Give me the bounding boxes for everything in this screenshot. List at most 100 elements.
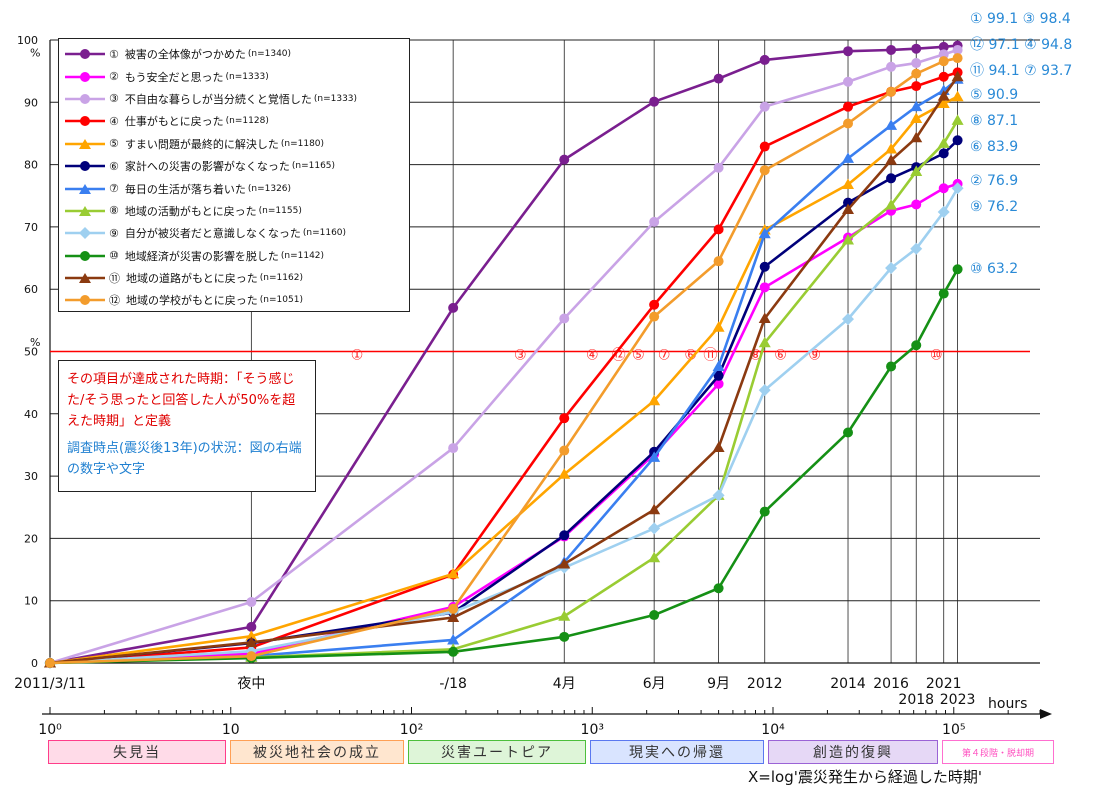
data-point <box>885 262 898 275</box>
log-tick-label: 10 <box>222 722 240 738</box>
x-event-label: 9月 <box>707 676 730 692</box>
data-point <box>713 583 724 594</box>
legend-label: 家計への災害の影響がなくなった <box>124 160 290 174</box>
log-tick-label: 10⁴ <box>761 722 785 738</box>
y-tick-label: 50 <box>24 346 38 359</box>
data-point <box>713 370 724 381</box>
data-point <box>447 567 460 579</box>
data-point <box>758 336 771 348</box>
series-line-5 <box>49 95 959 665</box>
data-point <box>843 427 854 438</box>
x-event-label: 2018 <box>898 692 934 708</box>
legend-swatch <box>65 295 105 306</box>
data-point <box>649 96 660 107</box>
legend-swatch <box>65 227 105 240</box>
legend-item: ⑪ 地域の道路がもとに戻った (n=1162) <box>59 267 409 289</box>
data-point <box>952 53 963 64</box>
data-point <box>885 199 898 210</box>
data-point <box>558 557 571 569</box>
log-axis-arrow <box>1040 709 1052 719</box>
data-point <box>886 173 897 184</box>
threshold-mark: ⑫ <box>612 348 626 364</box>
series-line-9 <box>49 187 959 665</box>
data-point <box>910 242 923 255</box>
data-point <box>559 313 570 324</box>
data-point <box>885 143 898 154</box>
y-tick-label: 10 <box>24 595 38 608</box>
legend-mark: ⑤ <box>109 137 119 151</box>
x-event-label: 夜中 <box>237 676 265 692</box>
data-point <box>910 165 923 176</box>
legend-item: ⑩ 地域経済が災害の影響を脱した (n=1142) <box>59 245 409 267</box>
y-tick-label: 60 <box>24 283 38 296</box>
legend-swatch <box>65 116 105 127</box>
end-value-label: ① 99.1 ③ 98.4 <box>970 11 1071 27</box>
x-event-label: 4月 <box>553 676 576 692</box>
data-point <box>447 611 460 623</box>
data-point <box>842 152 855 163</box>
series-line-12 <box>49 56 958 665</box>
data-point <box>758 312 771 323</box>
data-point <box>648 503 661 515</box>
data-point <box>45 658 55 668</box>
data-point <box>246 621 257 632</box>
phase-5: 創造的復興 <box>768 740 938 764</box>
legend-n: (n=1340) <box>247 49 292 60</box>
end-value-label: ⑥ 83.9 <box>970 139 1018 155</box>
series-line-10 <box>49 268 959 665</box>
data-point <box>886 61 897 72</box>
y-tick-label: 20 <box>24 532 38 545</box>
legend-label: もう安全だと思った <box>124 70 224 84</box>
legend-mark: ⑫ <box>109 294 120 308</box>
legend-mark: ⑥ <box>109 159 119 173</box>
legend-item: ③ 不自由な暮らしが当分続くと覚悟した (n=1333) <box>59 88 409 110</box>
data-point <box>649 610 660 621</box>
data-point <box>911 68 922 79</box>
y-unit-label: % <box>30 336 40 349</box>
legend-mark: ① <box>109 47 119 61</box>
legend-swatch <box>65 273 105 284</box>
legend-swatch <box>65 93 105 104</box>
legend-n: (n=1165) <box>291 161 336 172</box>
log-tick-label: 10² <box>400 722 423 738</box>
data-point <box>937 97 950 109</box>
y-tick-label: 30 <box>24 470 38 483</box>
y-tick-label: 80 <box>24 159 38 172</box>
legend-n: (n=1128) <box>225 116 269 127</box>
end-value-label: ⑪ 94.1 ⑦ 93.7 <box>970 63 1072 79</box>
series-line-7 <box>49 78 959 665</box>
data-point <box>951 114 964 125</box>
data-point <box>843 118 854 129</box>
data-point <box>910 100 923 112</box>
data-point <box>937 137 950 148</box>
data-point <box>952 135 963 146</box>
legend-label: 被害の全体像がつかめた <box>124 48 246 62</box>
y-tick-label: 40 <box>24 408 38 421</box>
log-tick-label: 10⁰ <box>38 722 62 738</box>
series-line-8 <box>49 119 959 665</box>
data-point <box>713 256 724 267</box>
legend-mark: ⑦ <box>109 182 119 196</box>
legend-n: (n=1142) <box>280 250 325 261</box>
data-point <box>910 112 923 123</box>
data-point <box>246 596 257 607</box>
x-event-label: -/18 <box>439 676 467 692</box>
data-point <box>759 282 770 293</box>
legend-label: すまい問題が最終的に解決した <box>124 137 279 151</box>
data-point <box>649 311 660 322</box>
legend-label: 地域の道路がもとに戻った <box>126 272 258 286</box>
definition-red-text: その項目が達成された時期：「そう感じた/そう思ったと回答した人が50%を超えた時… <box>67 372 296 429</box>
data-point <box>938 49 949 60</box>
data-point <box>448 302 459 313</box>
legend-n: (n=1160) <box>302 228 347 239</box>
data-point <box>910 131 923 143</box>
data-point <box>559 445 570 456</box>
end-value-label: ② 76.9 <box>970 173 1018 189</box>
hours-label: hours <box>988 696 1028 712</box>
data-point <box>938 288 949 299</box>
definition-blue-text: 調査時点(震災後13年)の状況：図の右端の数字や文字 <box>67 441 302 477</box>
data-point <box>245 630 258 641</box>
data-point <box>951 70 964 82</box>
legend-swatch <box>65 49 105 60</box>
